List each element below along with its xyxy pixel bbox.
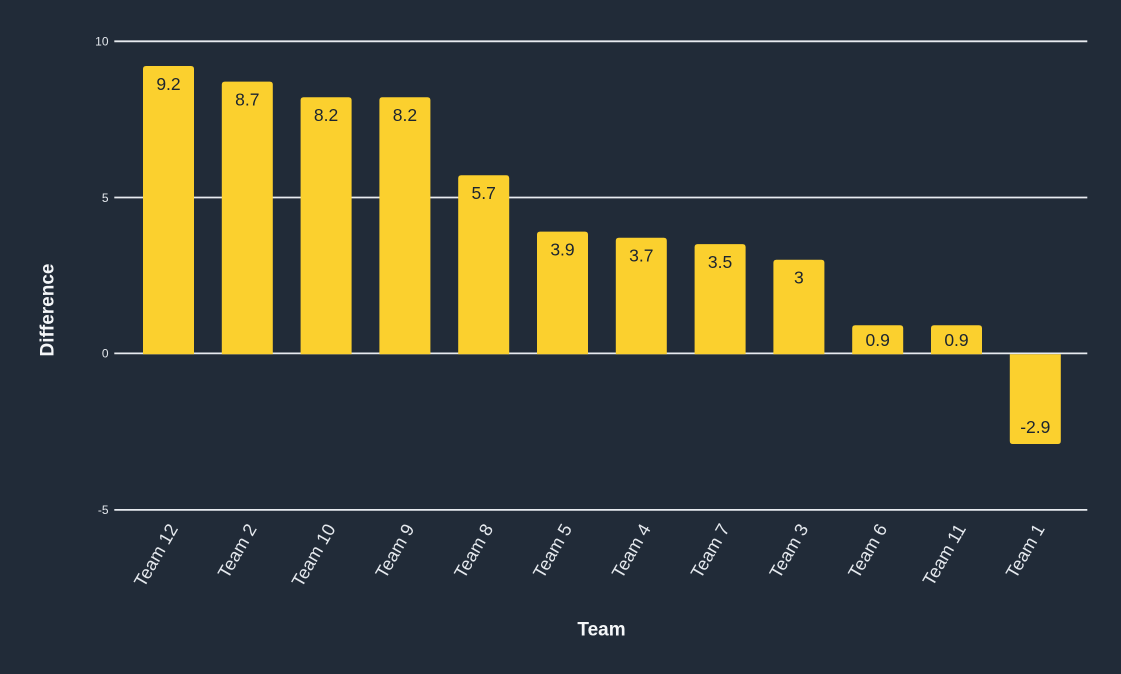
svg-text:-5: -5 <box>98 503 109 517</box>
svg-text:10: 10 <box>95 35 109 49</box>
svg-text:9.2: 9.2 <box>156 74 180 94</box>
svg-text:5.7: 5.7 <box>472 183 496 203</box>
svg-text:5: 5 <box>102 191 109 205</box>
svg-text:Difference: Difference <box>37 264 58 357</box>
svg-text:8.7: 8.7 <box>235 89 259 109</box>
svg-text:-2.9: -2.9 <box>1020 417 1050 437</box>
svg-text:3.9: 3.9 <box>550 239 574 259</box>
svg-text:0: 0 <box>102 347 109 361</box>
svg-text:0.9: 0.9 <box>944 330 968 350</box>
svg-text:0.9: 0.9 <box>866 330 890 350</box>
svg-text:Team: Team <box>577 620 625 641</box>
svg-text:8.2: 8.2 <box>393 105 417 125</box>
svg-text:3: 3 <box>794 268 804 288</box>
svg-text:3.5: 3.5 <box>708 252 732 272</box>
svg-text:3.7: 3.7 <box>629 246 653 266</box>
svg-text:8.2: 8.2 <box>314 105 338 125</box>
